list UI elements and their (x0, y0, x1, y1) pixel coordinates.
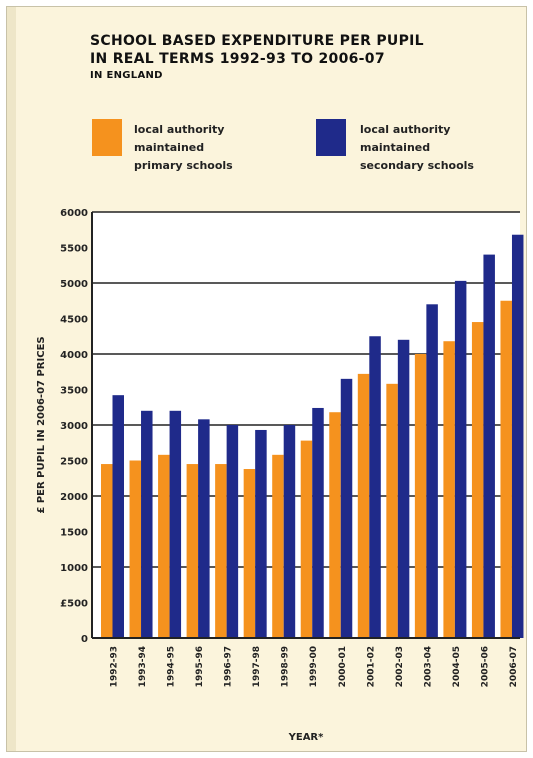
chart-title-line-1: SCHOOL BASED EXPENDITURE PER PUPIL (90, 33, 424, 49)
x-tick-label: 1998-99 (281, 646, 291, 687)
x-tick-label: 1997-98 (252, 646, 262, 687)
legend-primary-line-1: local authority (134, 123, 225, 136)
chart-title-line-2: IN REAL TERMS 1992-93 TO 2006-07 (90, 51, 385, 67)
bars (101, 234, 524, 638)
bar-primary (101, 464, 113, 638)
y-tick-label: 4500 (60, 315, 88, 326)
x-axis-title: YEAR* (288, 732, 325, 743)
y-tick-label: 5000 (60, 279, 88, 290)
x-tick-label: 1993-94 (138, 646, 148, 687)
bar-secondary (141, 410, 153, 638)
bar-primary (500, 300, 512, 638)
chart-title-line-3: IN ENGLAND (90, 70, 163, 81)
x-tick-label: 1994-95 (167, 646, 177, 687)
y-tick-label: 2000 (60, 492, 88, 503)
legend-label-primary: local authority maintained primary schoo… (134, 121, 233, 175)
bar-primary (471, 322, 484, 638)
y-tick-label: 0 (81, 634, 88, 645)
legend-swatch-secondary (316, 119, 346, 156)
bar-primary (329, 412, 341, 638)
decorative-stripe (7, 7, 16, 751)
y-tick-label: 5500 (60, 244, 88, 255)
x-tick-label: 2002-03 (395, 646, 405, 687)
bar-secondary (483, 254, 495, 638)
bar-primary (386, 383, 398, 638)
bar-secondary (340, 378, 353, 638)
bar-secondary (169, 410, 182, 638)
bar-primary (414, 354, 427, 638)
y-tick-label: 1500 (60, 528, 88, 539)
bar-primary (186, 464, 199, 638)
x-tick-label: 2004-05 (452, 646, 462, 687)
legend-label-secondary: local authority maintained secondary sch… (360, 121, 474, 175)
x-tick-label: 2001-02 (366, 646, 376, 687)
bar-secondary (454, 280, 467, 638)
x-tick-label: 1995-96 (195, 646, 205, 687)
x-tick-label: 2006-07 (509, 646, 519, 687)
legend-primary-line-3: primary schools (134, 159, 233, 172)
bar-primary (357, 373, 370, 638)
bar-primary (158, 454, 170, 638)
x-tick-label: 1999-00 (309, 646, 319, 687)
bar-secondary (112, 395, 124, 638)
bar-primary (443, 341, 455, 638)
legend-secondary-line-3: secondary schools (360, 159, 474, 172)
bar-secondary (255, 429, 267, 638)
x-tick-label: 2003-04 (423, 646, 433, 687)
bar-secondary (312, 407, 324, 638)
y-tick-label: 1000 (60, 563, 88, 574)
x-tick-label: 2000-01 (338, 646, 348, 687)
bar-primary (272, 454, 284, 638)
bar-primary (300, 440, 313, 638)
legend-swatch-primary (92, 119, 122, 156)
bar-primary (243, 469, 256, 638)
bar-secondary (397, 339, 410, 638)
y-tick-label: 3500 (60, 386, 88, 397)
legend-secondary-line-2: maintained (360, 141, 431, 154)
bar-secondary (198, 419, 210, 638)
x-tick-label: 1992-93 (110, 646, 120, 687)
bar-primary (129, 460, 142, 638)
x-tick-label: 2005-06 (480, 646, 490, 687)
bar-secondary (511, 234, 524, 638)
bar-secondary (426, 304, 438, 638)
bar-secondary (369, 336, 381, 638)
y-tick-label: 6000 (60, 208, 88, 219)
bar-primary (215, 464, 227, 638)
x-tick-label: 1996-97 (224, 646, 234, 687)
axes: 0 £500 1000 1500 2000 2500 3000 3500 4000 4500 500… (60, 208, 520, 687)
legend-primary-line-2: maintained (134, 141, 205, 154)
y-tick-label: £500 (60, 599, 88, 610)
y-tick-label: 4000 (60, 350, 88, 361)
bar-secondary (283, 425, 296, 638)
legend-secondary-line-1: local authority (360, 123, 451, 136)
bar-secondary (226, 425, 239, 638)
y-tick-label: 3000 (60, 421, 88, 432)
y-tick-label: 2500 (60, 457, 88, 468)
y-axis-title: £ PER PUPIL IN 2006-07 PRICES (36, 336, 47, 513)
